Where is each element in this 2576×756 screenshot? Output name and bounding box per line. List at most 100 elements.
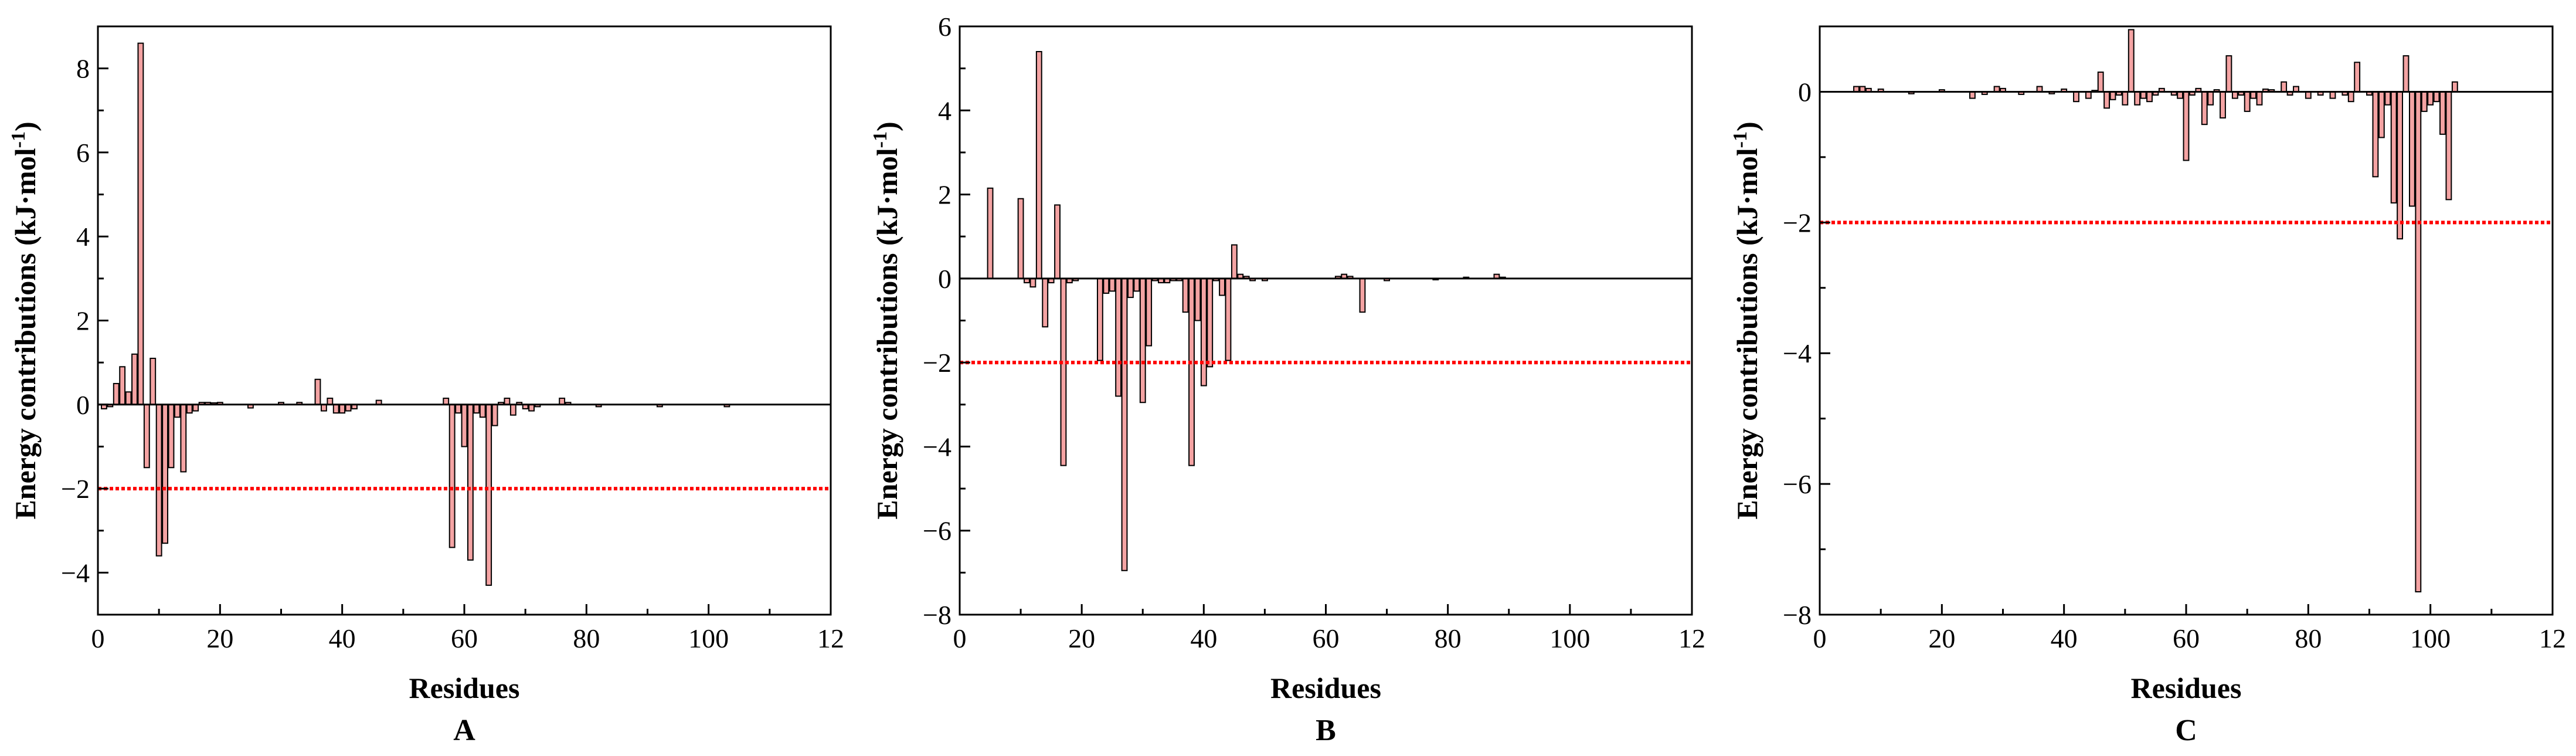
x-tick-label: 60 bbox=[1313, 623, 1340, 653]
bar bbox=[987, 187, 994, 279]
plot-frame bbox=[959, 25, 1693, 616]
bars bbox=[987, 50, 1506, 571]
x-tick-label: 0 bbox=[1813, 623, 1827, 653]
y-tick-label: −4 bbox=[61, 558, 90, 588]
bar bbox=[137, 42, 144, 405]
bar bbox=[1188, 277, 1195, 466]
bar bbox=[149, 357, 157, 405]
panel-b: 0 20 40 60 80 100 12 −8 −6 −4 −2 0 2 4 6 Residues Energy… bbox=[869, 12, 1705, 747]
bar bbox=[2439, 91, 2446, 135]
x-tick-label: 80 bbox=[1435, 623, 1462, 653]
bar bbox=[339, 404, 346, 414]
bar bbox=[1127, 277, 1134, 299]
bar bbox=[485, 404, 492, 586]
bar bbox=[1035, 50, 1042, 279]
bar bbox=[1194, 277, 1201, 321]
x-tick-label: 0 bbox=[953, 623, 967, 653]
x-tick-label: 20 bbox=[206, 623, 233, 653]
bar bbox=[2402, 55, 2410, 93]
bar bbox=[2451, 81, 2458, 93]
bar bbox=[174, 404, 181, 418]
y-tick-label: −2 bbox=[923, 348, 951, 378]
bar bbox=[2354, 62, 2361, 93]
x-tick-label: 12 bbox=[2539, 623, 2566, 653]
y-tick-label: −8 bbox=[923, 600, 951, 630]
bar bbox=[491, 404, 498, 426]
y-axis-title: Energy contributions (kJ·mol-1) bbox=[869, 121, 903, 519]
bar bbox=[2329, 91, 2336, 99]
bar bbox=[2250, 91, 2257, 99]
x-tick-label: 60 bbox=[451, 623, 478, 653]
bar bbox=[320, 404, 327, 412]
bars bbox=[1853, 29, 2458, 592]
bar bbox=[455, 404, 462, 414]
bar bbox=[2073, 91, 2079, 103]
bar bbox=[2177, 91, 2184, 99]
bar bbox=[1109, 277, 1116, 292]
bar bbox=[2097, 72, 2104, 93]
bar bbox=[473, 404, 480, 414]
bar bbox=[2122, 91, 2129, 106]
y-tick-label: 0 bbox=[1798, 77, 1812, 107]
y-tick-label: −4 bbox=[923, 432, 951, 462]
bar bbox=[2390, 91, 2397, 204]
bar bbox=[1231, 244, 1238, 279]
panel-a: 0 20 40 60 80 100 12 −4 −2 0 2 4 6 8 Residues Energy co… bbox=[8, 25, 844, 747]
bar bbox=[509, 404, 516, 416]
bar bbox=[2207, 91, 2214, 106]
bar bbox=[131, 353, 138, 405]
bar bbox=[2347, 91, 2354, 103]
bar bbox=[2231, 91, 2238, 99]
bar bbox=[180, 404, 187, 473]
bar bbox=[1121, 277, 1128, 571]
bar bbox=[1042, 277, 1049, 328]
x-tick-label: 100 bbox=[2410, 623, 2451, 653]
y-tick-label: 2 bbox=[76, 306, 90, 336]
bar bbox=[461, 404, 468, 448]
bar bbox=[1139, 277, 1146, 404]
bar bbox=[2103, 91, 2111, 109]
bar bbox=[162, 404, 169, 544]
y-tick-label: −8 bbox=[1783, 600, 1812, 630]
bar bbox=[1219, 277, 1225, 296]
bar bbox=[2201, 91, 2208, 126]
bars bbox=[100, 42, 730, 586]
bar bbox=[2146, 91, 2153, 103]
bar bbox=[1096, 277, 1103, 361]
bar bbox=[1054, 204, 1061, 279]
bar bbox=[119, 366, 126, 405]
x-tick-label: 60 bbox=[2173, 623, 2200, 653]
bar bbox=[345, 404, 352, 412]
panel-letter: A bbox=[453, 714, 475, 747]
x-tick-label: 80 bbox=[573, 623, 600, 653]
bar bbox=[2445, 91, 2452, 201]
x-tick-label: 40 bbox=[329, 623, 356, 653]
bar bbox=[2415, 91, 2422, 592]
bar bbox=[2140, 91, 2147, 99]
y-tick-label: 2 bbox=[938, 180, 951, 210]
bar bbox=[327, 398, 334, 405]
bar bbox=[2305, 91, 2312, 99]
bar bbox=[143, 404, 150, 469]
x-tick-label: 12 bbox=[817, 623, 844, 653]
bar bbox=[2256, 91, 2263, 106]
bar bbox=[443, 398, 450, 405]
bar bbox=[186, 404, 193, 414]
x-axis-title: Residues bbox=[2131, 672, 2242, 704]
x-axis-title: Residues bbox=[409, 672, 520, 704]
bar bbox=[113, 382, 120, 405]
x-tick-label: 12 bbox=[1678, 623, 1705, 653]
bar bbox=[1029, 277, 1036, 288]
bar bbox=[1115, 277, 1122, 397]
panel-c: 0 20 40 60 80 100 12 −8 −6 −4 −2 0 Residues Energy co… bbox=[1729, 25, 2566, 747]
bar bbox=[314, 378, 321, 405]
bar bbox=[2183, 91, 2190, 161]
y-axis-title: Energy contributions (kJ·mol-1) bbox=[8, 121, 42, 519]
y-tick-label: 0 bbox=[938, 264, 951, 294]
x-tick-label: 80 bbox=[2295, 623, 2322, 653]
bar bbox=[504, 398, 511, 405]
bar bbox=[2408, 91, 2415, 207]
x-tick-label: 40 bbox=[1190, 623, 1217, 653]
x-tick-label: 40 bbox=[2051, 623, 2078, 653]
bar bbox=[1359, 277, 1366, 313]
